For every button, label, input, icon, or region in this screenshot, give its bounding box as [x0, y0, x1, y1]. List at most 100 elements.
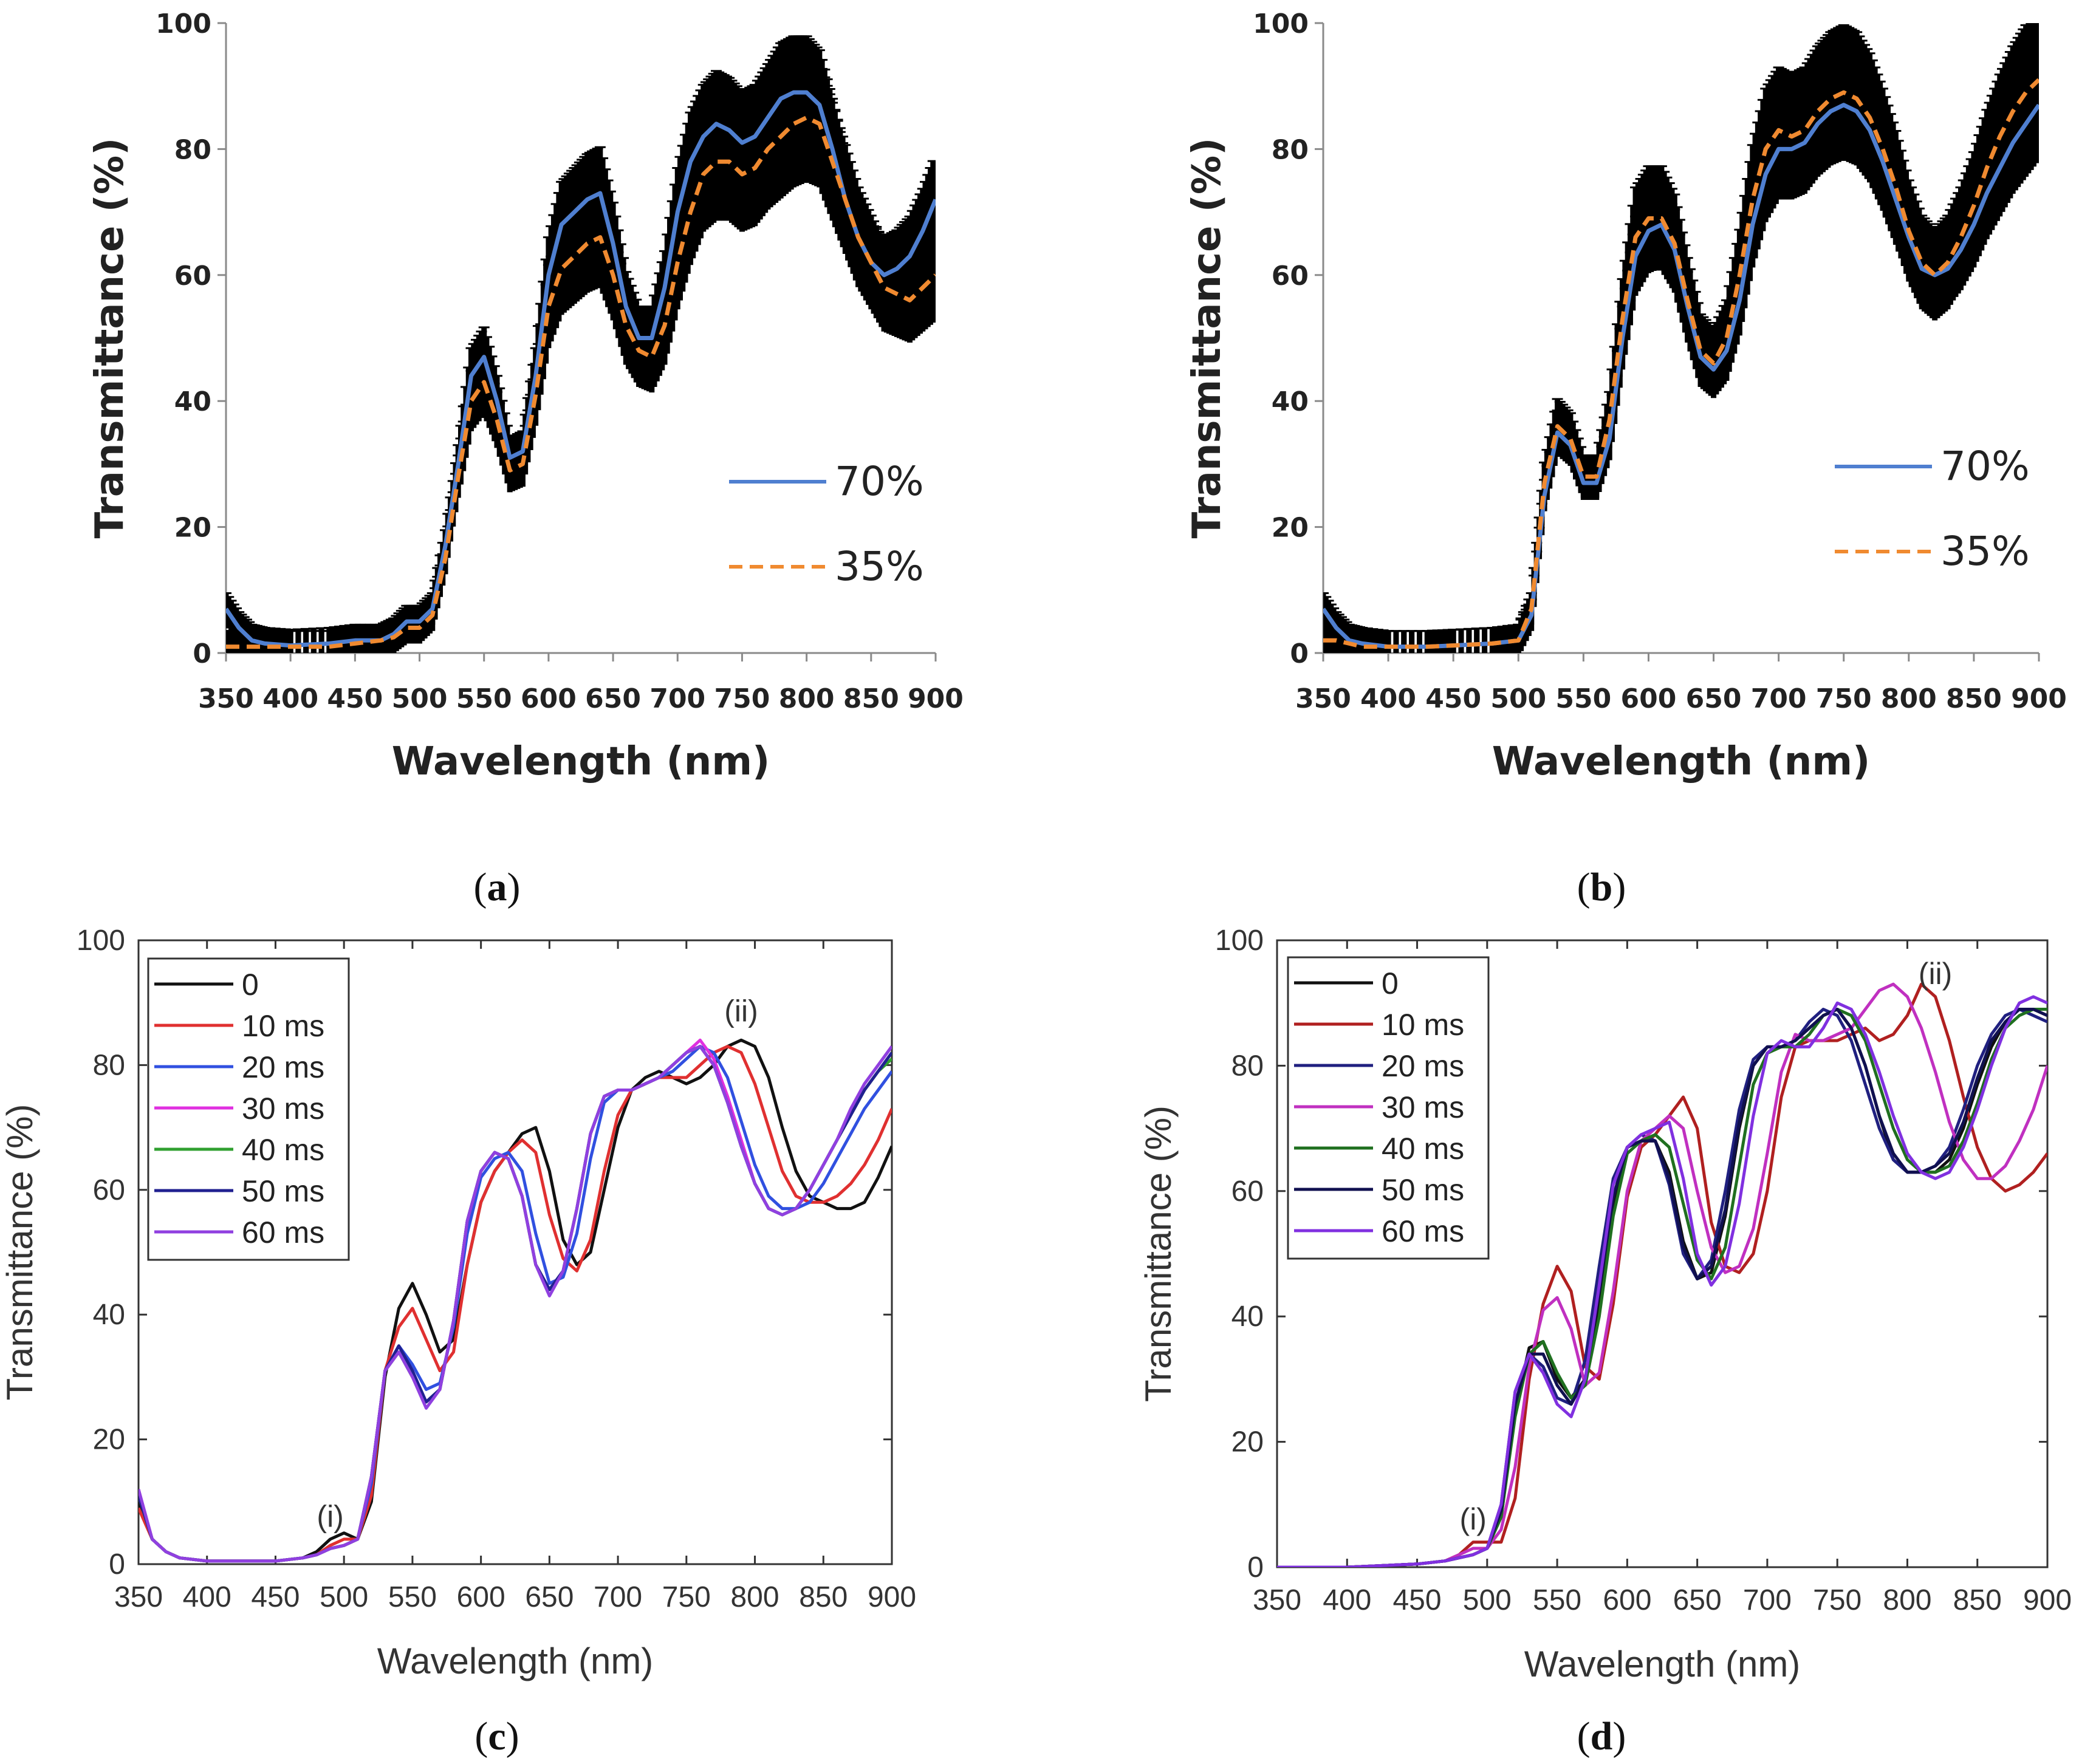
x-tick-label: 850	[1946, 683, 2002, 714]
caption-b-letter: b	[1591, 865, 1613, 909]
x-tick-label: 750	[714, 683, 770, 714]
series-line-2	[226, 115, 936, 649]
x-tick-label: 750	[1813, 1584, 1862, 1616]
caption-d-open: (	[1577, 1714, 1591, 1759]
y-tick-label: 40	[1231, 1301, 1264, 1333]
x-tick-label: 900	[908, 683, 964, 714]
legend-label: 50 ms	[242, 1174, 324, 1208]
y-tick-label: 60	[1272, 261, 1309, 292]
x-tick-label: 350	[1295, 683, 1351, 714]
caption-d-letter: d	[1591, 1714, 1613, 1759]
x-tick-label: 900	[2023, 1584, 2072, 1616]
x-tick-label: 550	[1533, 1584, 1581, 1616]
x-tick-label: 850	[1953, 1584, 2002, 1616]
legend: 0 10 ms 20 ms 30 ms 40 ms 50 ms 60 ms	[1287, 956, 1490, 1260]
caption-b: (b)	[1577, 865, 1626, 909]
x-tick-label: 350	[1253, 1584, 1301, 1616]
x-tick-label: 700	[594, 1581, 642, 1613]
y-tick-label: 80	[1231, 1050, 1264, 1082]
chart-panel-c: 0 20 40 60 80 100 350 400 450 500 550 600 650 700 750 8…	[0, 925, 916, 1681]
y-tick-label: 40	[174, 386, 211, 417]
legend: 70% 35%	[729, 458, 924, 590]
y-tick-label: 20	[93, 1424, 125, 1456]
plot-frame	[137, 939, 893, 1565]
x-tick-label: 350	[114, 1581, 163, 1613]
x-tick-label: 550	[388, 1581, 437, 1613]
caption-c-close: )	[506, 1714, 519, 1759]
y-tick-label: 60	[1231, 1175, 1264, 1208]
caption-b-close: )	[1612, 865, 1626, 909]
x-tick-label: 550	[1555, 683, 1611, 714]
series-line-7	[139, 1045, 892, 1563]
y-axis-title: Transmittance (%)	[0, 1104, 40, 1401]
plot-area	[1277, 982, 2047, 1567]
x-tick-label: 450	[251, 1581, 300, 1613]
x-tick-label: 500	[392, 683, 448, 714]
series-line-1	[226, 90, 936, 648]
legend: 0 10 ms 20 ms 30 ms 40 ms 50 ms 60 ms	[147, 957, 350, 1261]
y-tick-label: 100	[77, 925, 125, 957]
caption-c-letter: c	[488, 1714, 505, 1759]
x-tick-label: 600	[457, 1581, 505, 1613]
x-tick-label: 400	[1323, 1584, 1371, 1616]
y-tick-label: 0	[1247, 1551, 1264, 1584]
x-tick-label: 800	[1883, 1584, 1931, 1616]
series-line-2	[1323, 78, 2039, 649]
legend-label: 40 ms	[1382, 1132, 1464, 1166]
caption-c: (c)	[474, 1714, 519, 1759]
caption-a-letter: a	[487, 865, 507, 909]
x-tick-label: 800	[730, 1581, 779, 1613]
x-tick-label: 900	[868, 1581, 916, 1613]
plot-area	[139, 1038, 892, 1563]
series-line-1	[139, 1038, 892, 1563]
plot-area	[226, 35, 936, 653]
legend-label: 30 ms	[242, 1092, 324, 1126]
series-line-2	[139, 1045, 892, 1563]
caption-a-open: (	[474, 865, 487, 909]
y-tick-label: 80	[93, 1049, 125, 1081]
y-tick-label: 40	[93, 1299, 125, 1331]
x-tick-label: 750	[1816, 683, 1872, 714]
x-tick-label: 650	[585, 683, 641, 714]
x-tick-label: 650	[1673, 1584, 1722, 1616]
annotation-label: (i)	[317, 1499, 343, 1533]
y-tick-label: 20	[174, 513, 211, 544]
y-tick-label: 0	[109, 1548, 125, 1581]
caption-d: (d)	[1577, 1714, 1626, 1759]
legend-label: 40 ms	[242, 1133, 324, 1167]
legend-label: 70%	[1940, 443, 2030, 490]
legend-label: 20 ms	[242, 1050, 324, 1084]
x-axis-title: Wavelength (nm)	[392, 739, 770, 784]
y-tick-label: 0	[193, 638, 211, 669]
legend-label: 30 ms	[1382, 1090, 1464, 1124]
legend-label: 35%	[1940, 528, 2030, 575]
x-tick-label: 850	[799, 1581, 848, 1613]
x-tick-label: 650	[525, 1581, 574, 1613]
x-tick-label: 400	[183, 1581, 231, 1613]
caption-a: (a)	[474, 865, 521, 909]
plot-frame	[1276, 939, 2049, 1568]
chart-panel-a: 0 20 40 60 80 100 350 400 450 500 550 600 650 700 750 8…	[87, 9, 964, 784]
x-axis-title: Wavelength (nm)	[1492, 739, 1871, 784]
y-tick-label: 60	[93, 1174, 125, 1206]
x-tick-label: 450	[1392, 1584, 1441, 1616]
x-tick-label: 650	[1686, 683, 1742, 714]
x-tick-label: 800	[779, 683, 835, 714]
legend-label: 70%	[835, 458, 924, 505]
y-tick-label: 60	[174, 261, 211, 292]
x-axis-title: Wavelength (nm)	[1524, 1644, 1801, 1684]
x-tick-label: 500	[1490, 683, 1546, 714]
x-tick-label: 350	[198, 683, 254, 714]
legend-label: 10 ms	[1382, 1008, 1464, 1042]
y-tick-label: 20	[1231, 1426, 1264, 1458]
y-tick-label: 100	[156, 9, 211, 39]
plot-area	[1323, 23, 2039, 653]
y-tick-label: 100	[1215, 925, 1264, 957]
series-line-4	[1277, 982, 2047, 1567]
y-tick-label: 100	[1253, 9, 1309, 39]
chart-panel-d: 0 20 40 60 80 100 350 400 450 500 550 600 650 700 750 8…	[1138, 925, 2072, 1684]
y-tick-label: 40	[1272, 386, 1309, 417]
x-tick-label: 550	[456, 683, 512, 714]
y-tick-label: 20	[1272, 513, 1309, 544]
